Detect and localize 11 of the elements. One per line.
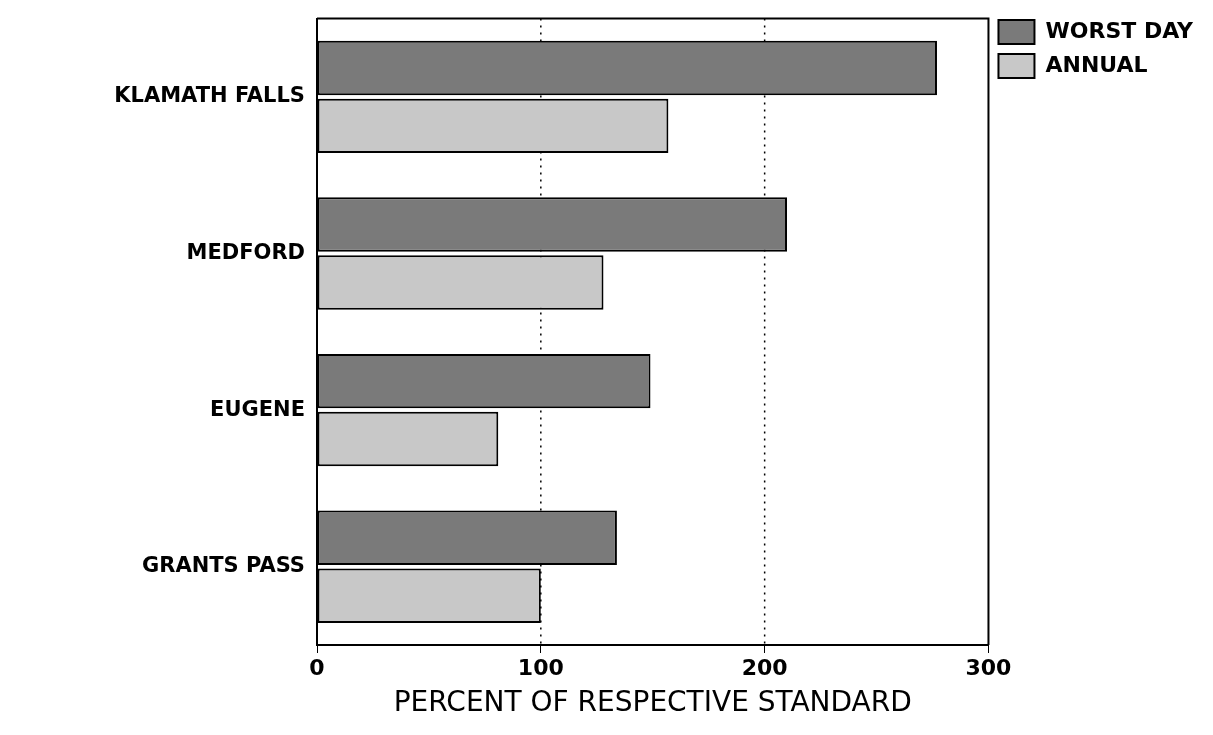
x-tick-label: 300	[965, 654, 1012, 680]
x-axis-title: PERCENT OF RESPECTIVE STANDARD	[393, 685, 912, 719]
legend-label: ANNUAL	[1045, 51, 1148, 77]
legend-label: WORST DAY	[1045, 17, 1195, 43]
y-tick-label: GRANTS PASS	[141, 553, 305, 578]
y-tick-label: EUGENE	[210, 396, 305, 421]
x-tick-label: 200	[741, 654, 788, 680]
x-tick-label: 100	[517, 654, 564, 680]
y-tick-label: KLAMATH FALLS	[114, 83, 305, 108]
x-tick-label: 0	[309, 654, 325, 680]
y-tick-label: MEDFORD	[186, 239, 305, 264]
